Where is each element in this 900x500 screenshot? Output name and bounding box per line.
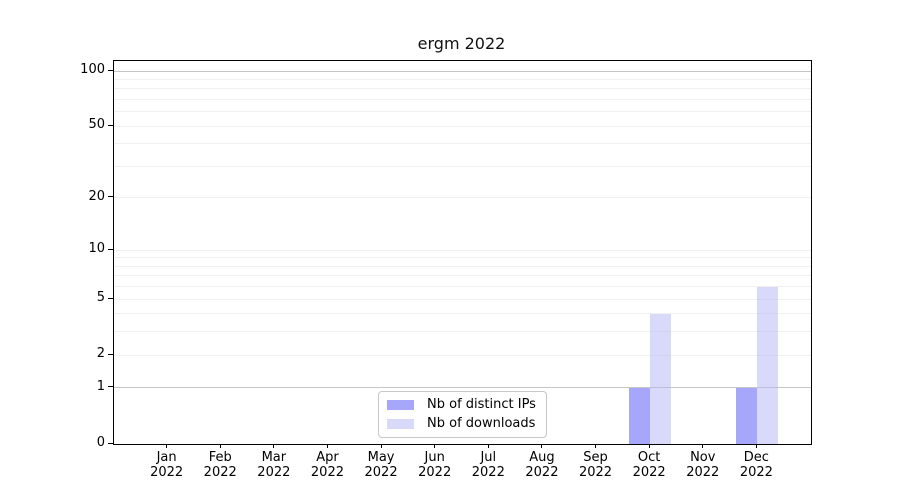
y-tick-mark	[108, 70, 113, 71]
x-tick-mark	[488, 444, 489, 448]
gridline-minor	[114, 331, 811, 332]
x-tick-label-oct: Oct 2022	[617, 450, 681, 480]
x-tick-label-jun: Jun 2022	[403, 450, 467, 480]
x-tick-month: Jan	[156, 450, 177, 465]
x-tick-year: 2022	[739, 465, 773, 480]
x-tick-label-sep: Sep 2022	[564, 450, 628, 480]
legend-label-downloads: Nb of downloads	[427, 416, 536, 431]
legend-swatch-distinct-ips	[387, 400, 414, 410]
x-tick-label-nov: Nov 2022	[671, 450, 735, 480]
y-tick-mark	[108, 386, 113, 387]
x-tick-year: 2022	[203, 465, 237, 480]
gridline-minor	[114, 266, 811, 267]
x-tick-month: Apr	[316, 450, 339, 465]
x-tick-month: Jul	[480, 450, 497, 465]
x-tick-mark	[220, 444, 221, 448]
x-tick-mark	[434, 444, 435, 448]
x-tick-month: Jun	[424, 450, 445, 465]
gridline-minor	[114, 286, 811, 287]
x-tick-mark	[595, 444, 596, 448]
x-tick-mark	[273, 444, 274, 448]
gridline-minor	[114, 275, 811, 276]
y-tick-mark	[108, 125, 113, 126]
x-tick-mark	[756, 444, 757, 448]
y-tick-mark	[108, 196, 113, 197]
x-tick-mark	[381, 444, 382, 448]
x-tick-month: Aug	[529, 450, 555, 465]
y-tick-label: 50	[88, 117, 105, 133]
gridline-minor	[114, 355, 811, 356]
chart-title: ergm 2022	[417, 34, 506, 53]
gridline-minor	[114, 250, 811, 251]
y-tick-mark	[108, 354, 113, 355]
y-tick-label: 0	[96, 435, 105, 450]
gridline-minor	[114, 79, 811, 80]
gridline-major	[114, 71, 811, 72]
y-tick-mark	[108, 298, 113, 299]
x-tick-label-apr: Apr 2022	[295, 450, 359, 480]
x-tick-month: Nov	[690, 450, 716, 465]
bar-downloads-dec	[757, 286, 779, 444]
x-tick-mark	[166, 444, 167, 448]
x-tick-month: May	[367, 450, 395, 465]
plot-area	[113, 60, 812, 445]
legend-item-downloads: Nb of downloads	[387, 416, 536, 432]
x-tick-month: Sep	[583, 450, 608, 465]
x-tick-label-jul: Jul 2022	[456, 450, 520, 480]
y-tick-label: 5	[96, 290, 105, 306]
bar-downloads-oct	[650, 313, 672, 444]
x-tick-label-feb: Feb 2022	[188, 450, 252, 480]
x-tick-year: 2022	[364, 465, 398, 480]
y-tick-label: 10	[88, 241, 105, 257]
x-tick-month: Oct	[637, 450, 661, 465]
gridline-minor	[114, 166, 811, 167]
x-tick-year: 2022	[150, 465, 184, 480]
x-tick-year: 2022	[418, 465, 452, 480]
legend-swatch-downloads	[387, 419, 414, 429]
legend-label-distinct-ips: Nb of distinct IPs	[427, 397, 536, 412]
y-tick-label: 20	[88, 188, 105, 204]
gridline-minor	[114, 197, 811, 198]
x-tick-month: Dec	[743, 450, 769, 465]
y-tick-mark	[108, 249, 113, 250]
y-tick-label: 2	[96, 346, 105, 362]
x-tick-month: Mar	[261, 450, 287, 465]
y-tick-label: 1	[96, 378, 105, 394]
gridline-minor	[114, 313, 811, 314]
x-tick-year: 2022	[686, 465, 720, 480]
x-tick-label-mar: Mar 2022	[242, 450, 306, 480]
gridline-minor	[114, 126, 811, 127]
gridline-minor	[114, 111, 811, 112]
gridline-minor	[114, 143, 811, 144]
gridline-major	[114, 387, 811, 388]
x-tick-year: 2022	[310, 465, 344, 480]
x-tick-mark	[649, 444, 650, 448]
x-tick-year: 2022	[632, 465, 666, 480]
bar-distinct-ips-oct	[629, 387, 651, 444]
gridline-minor	[114, 299, 811, 300]
gridline-minor	[114, 99, 811, 100]
legend: Nb of distinct IPs Nb of downloads	[378, 391, 547, 438]
gridline-minor	[114, 88, 811, 89]
x-tick-mark	[541, 444, 542, 448]
x-tick-year: 2022	[525, 465, 559, 480]
bar-distinct-ips-dec	[736, 387, 758, 444]
x-tick-label-aug: Aug 2022	[510, 450, 574, 480]
y-tick-mark	[108, 443, 113, 444]
x-tick-year: 2022	[471, 465, 505, 480]
x-tick-mark	[327, 444, 328, 448]
x-tick-year: 2022	[257, 465, 291, 480]
x-tick-label-dec: Dec 2022	[724, 450, 788, 480]
x-tick-mark	[702, 444, 703, 448]
x-tick-month: Feb	[208, 450, 232, 465]
x-tick-label-jan: Jan 2022	[135, 450, 199, 480]
x-tick-year: 2022	[578, 465, 613, 480]
y-tick-label: 100	[80, 62, 105, 77]
legend-item-distinct-ips: Nb of distinct IPs	[387, 397, 536, 413]
gridline-minor	[114, 257, 811, 258]
x-tick-label-may: May 2022	[349, 450, 413, 480]
